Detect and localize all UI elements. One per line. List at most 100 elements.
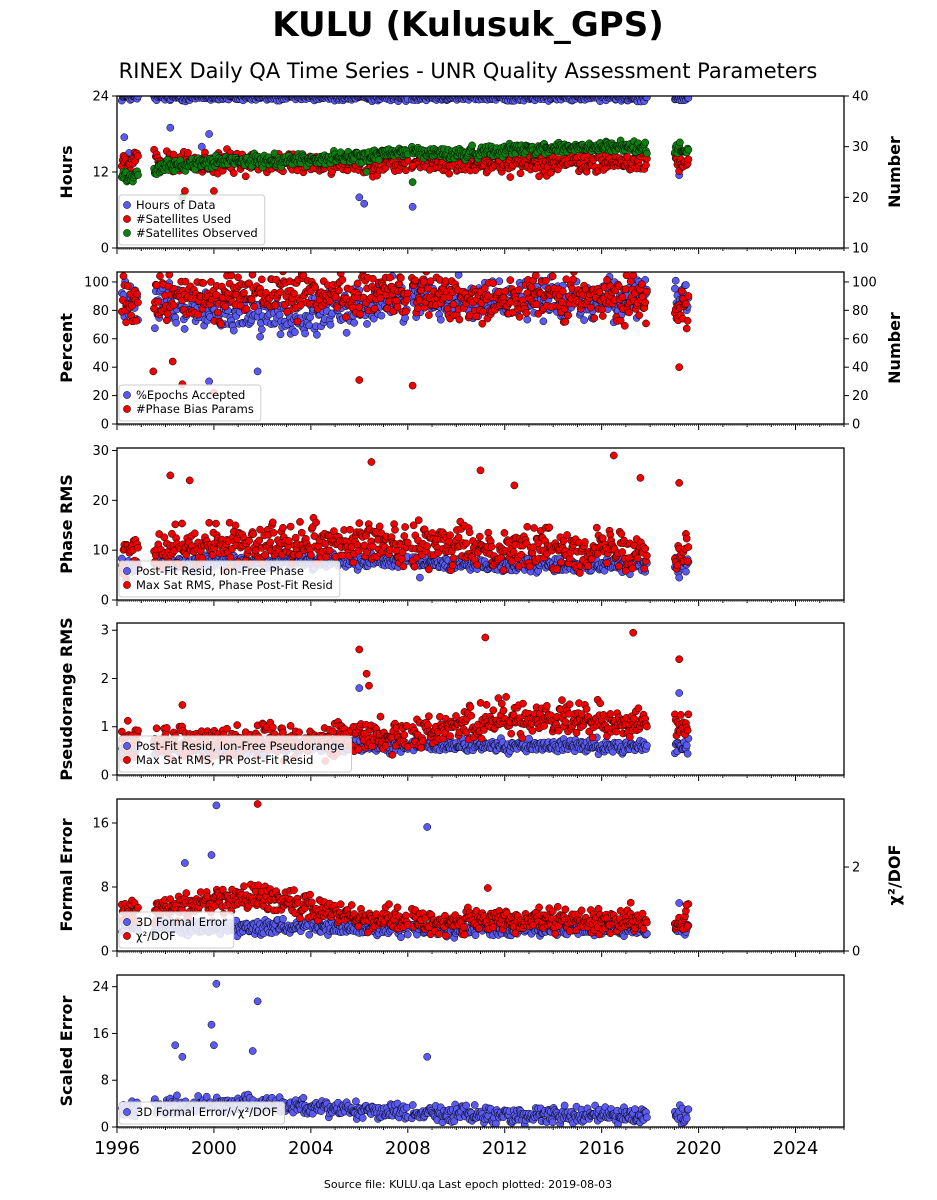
y-right-tick-label: 20 xyxy=(852,389,869,404)
data-point xyxy=(425,311,433,319)
outlier-point xyxy=(675,573,684,582)
data-point xyxy=(397,274,405,282)
data-point xyxy=(641,298,650,307)
data-point xyxy=(227,272,236,280)
outlier-point xyxy=(149,367,158,376)
data-point xyxy=(341,313,350,322)
data-point xyxy=(313,330,321,339)
y-tick-label: 80 xyxy=(92,304,109,319)
data-point xyxy=(229,169,238,177)
data-point xyxy=(134,298,142,307)
data-point xyxy=(621,285,630,293)
y-axis-label-right: Number xyxy=(885,136,904,208)
data-point xyxy=(684,292,693,300)
outlier-point xyxy=(408,178,417,186)
data-point xyxy=(598,305,606,314)
data-point xyxy=(682,281,690,289)
data-point xyxy=(257,275,266,284)
data-point xyxy=(321,539,330,548)
y-tick-label: 40 xyxy=(92,361,109,376)
outlier-point xyxy=(210,187,218,195)
outlier-point xyxy=(355,193,364,202)
data-point xyxy=(643,287,651,296)
outlier-point xyxy=(166,123,175,132)
data-point xyxy=(465,528,474,537)
data-point xyxy=(163,309,172,318)
legend-marker xyxy=(123,201,131,209)
data-point xyxy=(250,302,259,311)
data-point xyxy=(293,317,302,326)
data-point xyxy=(336,272,345,278)
data-point xyxy=(516,169,525,178)
data-point xyxy=(325,546,334,555)
data-point xyxy=(425,565,433,574)
data-point xyxy=(642,161,650,169)
data-point xyxy=(506,173,515,181)
data-point xyxy=(523,522,532,531)
outlier-point xyxy=(253,367,262,376)
data-point xyxy=(349,558,358,567)
data-point xyxy=(487,542,496,551)
outlier-point xyxy=(168,357,177,366)
data-point xyxy=(411,276,420,285)
y-tick-label: 100 xyxy=(84,275,109,290)
data-point xyxy=(208,551,217,559)
data-point xyxy=(134,152,142,160)
data-point xyxy=(285,537,293,545)
legend-marker xyxy=(123,405,131,413)
data-point xyxy=(375,522,384,531)
data-point xyxy=(590,314,599,322)
data-point xyxy=(500,529,509,537)
data-point xyxy=(684,145,693,154)
outlier-point xyxy=(120,133,129,142)
data-point xyxy=(641,138,650,147)
data-point xyxy=(677,287,686,296)
legend-entry: #Phase Bias Params xyxy=(136,402,254,416)
legend-entry: Hours of Data xyxy=(136,198,216,212)
data-point xyxy=(171,520,180,529)
data-point xyxy=(180,325,189,333)
outlier-point xyxy=(362,168,371,176)
outlier-point xyxy=(355,376,364,384)
legend-entry: #Satellites Used xyxy=(136,212,231,226)
y-tick-label: 0 xyxy=(101,242,109,257)
data-point xyxy=(132,316,141,325)
data-point xyxy=(134,543,142,552)
data-point xyxy=(311,283,320,292)
data-point xyxy=(271,301,280,310)
data-point xyxy=(370,304,379,313)
data-point xyxy=(532,300,541,309)
data-point xyxy=(682,299,690,308)
data-point xyxy=(133,290,141,298)
data-point xyxy=(643,96,651,102)
data-point xyxy=(234,273,242,282)
data-point xyxy=(397,554,406,563)
data-point xyxy=(517,550,526,559)
data-point xyxy=(635,311,644,320)
data-point xyxy=(545,523,554,532)
data-point xyxy=(472,312,481,321)
data-point xyxy=(542,276,550,285)
data-point xyxy=(535,172,543,181)
data-point xyxy=(212,290,220,299)
data-point xyxy=(355,519,364,527)
data-point xyxy=(523,315,532,324)
y-right-tick-label: 10 xyxy=(852,242,869,257)
data-point xyxy=(494,288,503,296)
data-point xyxy=(226,553,235,562)
data-point xyxy=(414,516,423,525)
data-point xyxy=(119,272,128,280)
data-point xyxy=(671,284,679,293)
data-point xyxy=(580,316,588,324)
outlier-point xyxy=(408,161,417,170)
data-point xyxy=(446,531,454,540)
data-point xyxy=(643,149,651,158)
data-point xyxy=(338,275,347,284)
y-tick-label: 20 xyxy=(92,389,109,404)
data-point xyxy=(462,539,471,548)
legend: %Epochs Accepted#Phase Bias Params xyxy=(118,384,262,422)
data-point xyxy=(301,329,309,338)
data-point xyxy=(403,289,412,298)
